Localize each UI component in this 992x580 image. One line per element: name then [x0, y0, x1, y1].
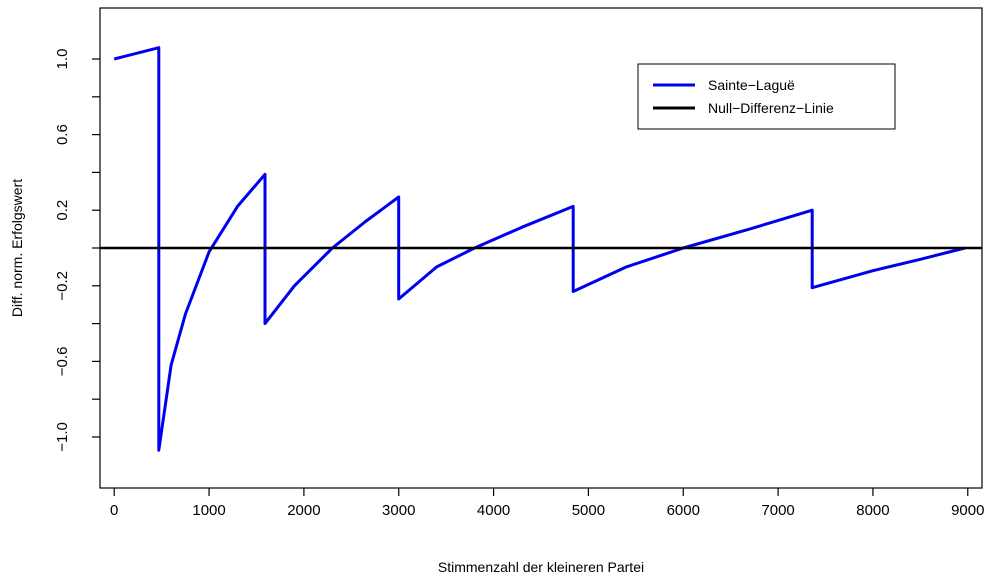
x-tick-label: 5000: [572, 502, 605, 519]
x-tick-label: 1000: [192, 502, 225, 519]
x-axis-title: Stimmenzahl der kleineren Partei: [438, 559, 644, 575]
y-tick-label: −0.2: [54, 271, 71, 301]
x-tick-label: 4000: [477, 502, 510, 519]
x-tick-label: 3000: [382, 502, 415, 519]
x-tick-label: 0: [110, 502, 118, 519]
x-axis: 0 1000 2000 3000 4000 5000 6000 7000 8000 9000: [110, 488, 984, 519]
y-tick-label: −1.0: [54, 422, 71, 452]
legend-box: [637, 63, 896, 130]
y-tick-label: −0.6: [54, 347, 71, 377]
legend-label-null-line: Null−Differenz−Linie: [708, 100, 834, 116]
y-tick-label: 0.2: [54, 200, 71, 221]
x-tick-label: 9000: [951, 502, 984, 519]
x-tick-label: 6000: [667, 502, 700, 519]
sainte-lague-line: [113, 46, 966, 452]
y-axis: 1.0 0.6 0.2 −0.2 −0.6 −1.0: [54, 49, 100, 452]
x-tick-label: 2000: [287, 502, 320, 519]
legend-label-sainte-lague: Sainte−Laguë: [708, 77, 795, 93]
legend: Sainte−Laguë Null−Differenz−Linie: [637, 63, 896, 130]
y-axis-title: Diff. norm. Erfolgswert: [9, 179, 25, 317]
series-layer: [100, 46, 982, 452]
y-tick-label: 0.6: [54, 124, 71, 145]
x-tick-label: 7000: [761, 502, 794, 519]
x-tick-label: 8000: [856, 502, 889, 519]
y-tick-label: 1.0: [54, 49, 71, 70]
